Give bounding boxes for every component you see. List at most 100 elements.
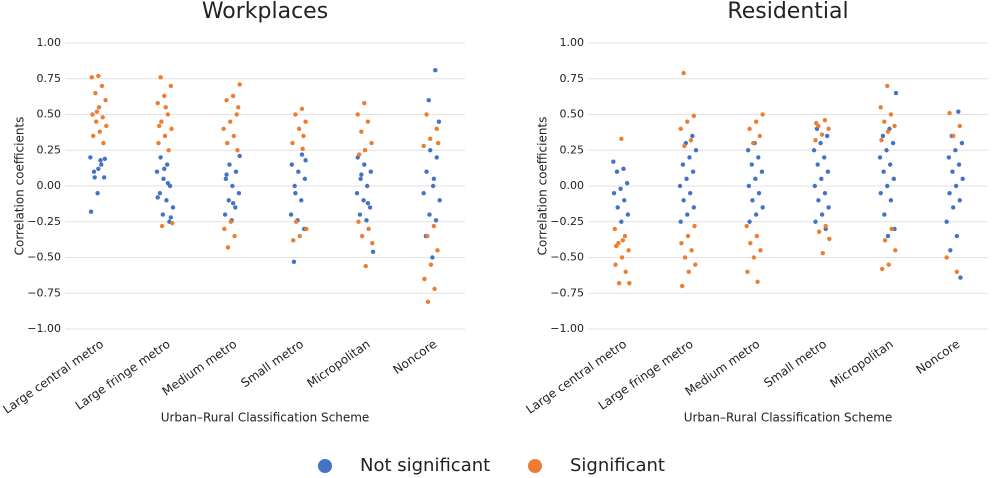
point — [879, 138, 884, 143]
point — [818, 140, 823, 146]
x-axis-label: Urban–Rural Classification Scheme — [684, 411, 893, 425]
point — [433, 67, 438, 73]
point — [951, 133, 956, 139]
point — [166, 148, 171, 153]
point — [170, 220, 175, 226]
point — [882, 238, 888, 243]
point — [354, 190, 360, 196]
point — [170, 205, 176, 210]
point — [363, 263, 368, 269]
point — [813, 138, 818, 143]
point — [228, 219, 234, 224]
point — [885, 83, 890, 89]
point — [99, 162, 104, 167]
point — [359, 172, 364, 177]
point — [944, 255, 949, 260]
point — [362, 148, 368, 153]
point — [815, 162, 820, 167]
point — [956, 109, 961, 114]
point — [433, 218, 439, 223]
point — [685, 119, 690, 124]
point — [428, 136, 433, 142]
point — [359, 129, 364, 134]
point — [951, 205, 956, 210]
point — [682, 143, 687, 149]
point — [689, 248, 694, 253]
point — [430, 255, 435, 260]
point — [826, 126, 831, 131]
y-tick-label: 0.25 — [37, 143, 62, 156]
point — [947, 110, 952, 116]
point — [618, 186, 623, 192]
point — [162, 133, 168, 139]
point — [97, 129, 102, 134]
point — [358, 176, 363, 182]
point — [225, 140, 230, 146]
point — [613, 262, 618, 267]
point — [679, 241, 684, 246]
point — [432, 286, 437, 292]
point — [686, 269, 691, 274]
chart-title: Workplaces — [202, 0, 328, 24]
point — [886, 262, 891, 267]
point — [882, 119, 887, 124]
point — [99, 83, 105, 89]
point — [954, 269, 960, 274]
point — [356, 219, 361, 224]
point — [90, 112, 95, 117]
point — [889, 226, 894, 232]
point — [750, 198, 755, 203]
point — [814, 120, 819, 126]
point — [682, 255, 688, 260]
point — [748, 241, 753, 246]
point — [953, 183, 959, 189]
point — [825, 169, 831, 174]
point — [101, 140, 106, 146]
point — [619, 255, 625, 260]
point — [299, 198, 304, 203]
point — [691, 113, 697, 119]
point — [293, 190, 298, 196]
y-tick-label: 0.00 — [560, 179, 585, 192]
point — [96, 73, 101, 79]
point — [614, 243, 619, 249]
point — [944, 219, 949, 224]
point — [421, 143, 426, 149]
point — [822, 118, 828, 123]
point — [746, 183, 752, 189]
y-tick-label: 0.25 — [560, 143, 585, 156]
point — [759, 169, 765, 174]
point — [959, 140, 965, 146]
point — [154, 169, 160, 174]
point — [436, 140, 441, 146]
point — [431, 223, 437, 229]
point — [614, 169, 620, 174]
point — [228, 119, 233, 124]
point — [292, 183, 297, 189]
point — [880, 133, 886, 139]
point — [163, 105, 168, 110]
point — [293, 112, 298, 117]
point — [891, 176, 897, 182]
point — [819, 176, 824, 182]
y-tick-label: −0.75 — [27, 286, 61, 299]
point — [679, 283, 685, 289]
point — [820, 251, 825, 256]
y-tick-label: 0.75 — [37, 72, 62, 85]
point — [819, 132, 825, 137]
point — [293, 219, 299, 224]
point — [822, 190, 828, 196]
point — [960, 176, 965, 182]
point — [88, 155, 93, 160]
point — [885, 233, 891, 239]
point — [690, 169, 696, 174]
point — [362, 162, 367, 167]
point — [92, 175, 97, 180]
point — [361, 198, 366, 203]
point — [882, 212, 887, 217]
point — [888, 112, 894, 117]
point — [98, 158, 103, 163]
point — [291, 238, 296, 243]
point — [162, 93, 167, 99]
point — [364, 183, 370, 189]
